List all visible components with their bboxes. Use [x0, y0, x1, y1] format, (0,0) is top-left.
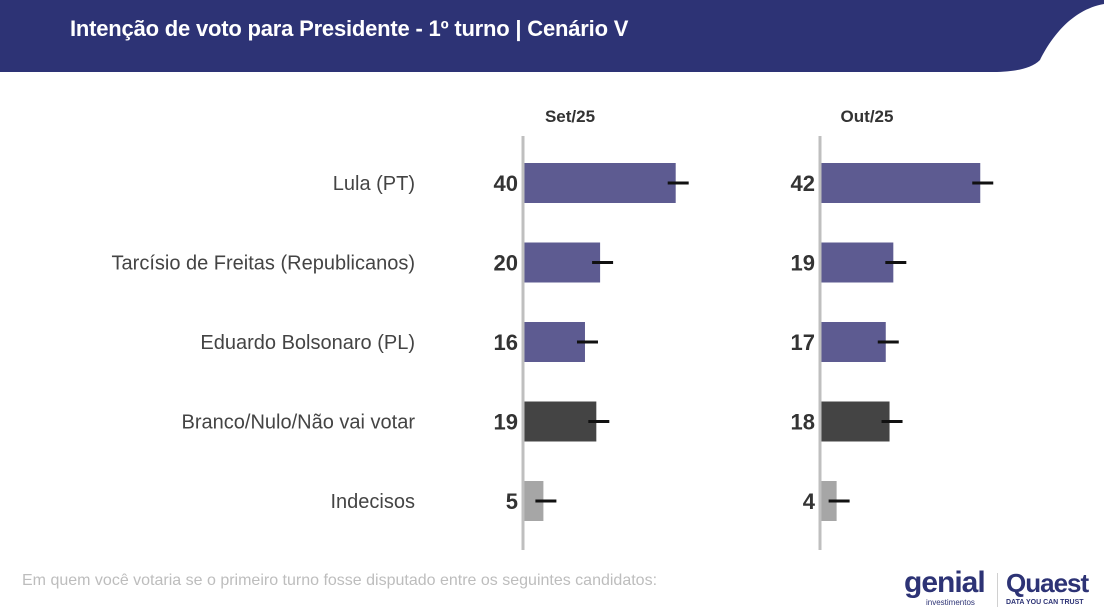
quaest-logo: Quaest — [1006, 568, 1089, 598]
page-title: Intenção de voto para Presidente - 1º tu… — [70, 16, 629, 41]
series-header: Out/25 — [841, 107, 894, 126]
bar — [821, 163, 981, 203]
data-label: 19 — [791, 251, 815, 276]
bar — [524, 242, 601, 283]
bar — [821, 401, 890, 442]
header-background — [0, 0, 1104, 72]
data-label: 20 — [494, 251, 518, 276]
header-banner: Intenção de voto para Presidente - 1º tu… — [0, 0, 1104, 72]
bar — [524, 481, 544, 521]
data-label: 42 — [791, 171, 815, 196]
series-header: Set/25 — [545, 107, 595, 126]
category-label: Lula (PT) — [333, 173, 415, 195]
question-note: Em quem você votaria se o primeiro turno… — [22, 572, 658, 589]
bar — [524, 401, 597, 442]
bar — [821, 242, 894, 283]
category-label: Branco/Nulo/Não vai votar — [182, 412, 416, 434]
data-label: 4 — [803, 489, 816, 514]
genial-logo-subtitle: investimentos — [926, 598, 975, 607]
category-label: Eduardo Bolsonaro (PL) — [200, 332, 415, 354]
data-label: 5 — [506, 489, 518, 514]
data-label: 40 — [494, 171, 518, 196]
category-label: Indecisos — [331, 491, 416, 513]
quaest-logo-subtitle: DATA YOU CAN TRUST — [1006, 599, 1084, 606]
data-label: 18 — [791, 410, 815, 435]
bar — [821, 322, 886, 362]
data-label: 17 — [791, 330, 815, 355]
bar — [524, 163, 676, 203]
data-label: 16 — [494, 330, 518, 355]
bar — [524, 322, 585, 362]
data-label: 19 — [494, 410, 518, 435]
logo-divider — [997, 573, 998, 607]
genial-logo: genial — [904, 566, 986, 599]
category-label: Tarcísio de Freitas (Republicanos) — [112, 253, 415, 275]
